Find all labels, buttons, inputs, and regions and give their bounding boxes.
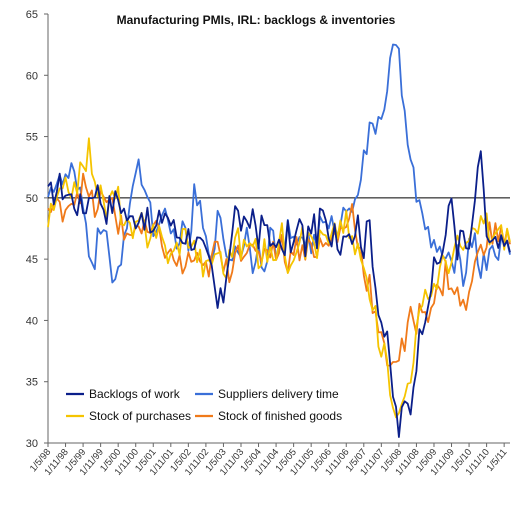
y-tick-label: 40 xyxy=(26,315,38,327)
y-tick-label: 60 xyxy=(26,70,38,82)
chart-title: Manufacturing PMIs, IRL: backlogs & inve… xyxy=(117,13,396,27)
series-line-stock-of-finished-goods xyxy=(47,172,511,367)
y-tick-label: 55 xyxy=(26,132,38,144)
axes-layer: 30354045505560651/5/981/11/981/5/991/11/… xyxy=(26,9,510,478)
y-tick-label: 35 xyxy=(26,377,38,389)
series-line-backlogs-of-work xyxy=(47,150,511,438)
series-layer xyxy=(47,43,511,438)
legend-label-stock-of-finished-goods: Stock of finished goods xyxy=(218,409,342,423)
legend: Backlogs of work Suppliers delivery time S… xyxy=(66,387,342,423)
legend-label-stock-of-purchases: Stock of purchases xyxy=(89,409,191,423)
legend-label-backlogs-of-work: Backlogs of work xyxy=(89,387,181,401)
y-tick-label: 45 xyxy=(26,254,38,266)
y-tick-label: 30 xyxy=(26,438,38,450)
y-tick-label: 50 xyxy=(26,193,38,205)
legend-label-suppliers-delivery-time: Suppliers delivery time xyxy=(218,387,339,401)
series-line-stock-of-purchases xyxy=(47,137,511,419)
y-tick-label: 65 xyxy=(26,9,38,21)
